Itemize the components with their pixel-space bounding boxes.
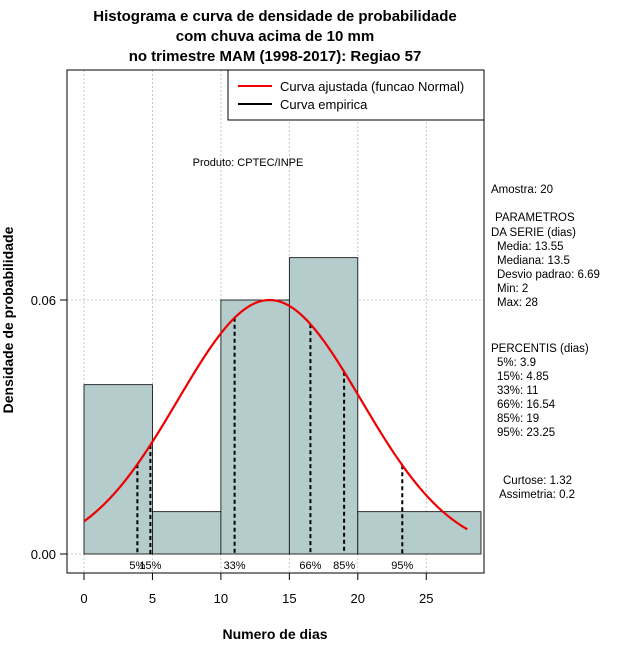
stat-median: Mediana: 13.5: [497, 255, 570, 267]
histogram-bar: [83, 384, 153, 555]
stat-p66: 66%: 16.54: [497, 399, 556, 411]
stat-params-subheading: DA SERIE (dias): [491, 227, 576, 239]
percentile-label: 85%: [333, 560, 355, 572]
x-tick-label: 10: [214, 591, 228, 606]
stat-max: Max: 28: [497, 297, 538, 309]
legend-box: [227, 69, 485, 121]
y-tick-label: 0.06: [31, 293, 56, 308]
fitted-normal-curve: [83, 298, 468, 531]
stat-params-heading: PARAMETROS: [495, 212, 575, 224]
x-tick-label: 15: [282, 591, 296, 606]
stat-p85: 85%: 19: [497, 413, 539, 425]
percentile-markers: 5%15% 33% 66% 85% 95%: [129, 317, 414, 572]
histogram-bar: [288, 257, 359, 555]
chart-title-line-2: com chuva acima de 10 mm: [176, 28, 374, 45]
stat-p5: 5%: 3.9: [497, 357, 536, 369]
normal-curve-group: [83, 298, 468, 531]
histogram-bars: [83, 257, 482, 555]
x-tick-label: 20: [351, 591, 365, 606]
percentile-label: 5%: [129, 560, 145, 572]
stat-mean: Media: 13.55: [497, 241, 564, 253]
y-tick-label: 0.00: [31, 547, 56, 562]
stat-sample: Amostra: 20: [491, 184, 553, 196]
stats-panel: Amostra: 20 PARAMETROS DA SERIE (dias) M…: [491, 184, 600, 501]
x-tick-label: 25: [419, 591, 433, 606]
percentile-label: 95%: [391, 560, 413, 572]
y-axis-label: Densidade de probabilidade: [0, 226, 16, 413]
chart-title-line-1: Histograma e curva de densidade de proba…: [93, 8, 456, 25]
histogram-bar: [357, 511, 482, 555]
stat-p15: 15%: 4.85: [497, 371, 549, 383]
percentile-label: 33%: [224, 560, 246, 572]
stat-kurtosis: Curtose: 1.32: [503, 475, 572, 487]
histogram-bar: [152, 511, 222, 555]
percentile-label: 66%: [299, 560, 321, 572]
stat-p95: 95%: 23.25: [497, 427, 555, 439]
stat-sd: Desvio padrao: 6.69: [497, 269, 600, 281]
y-axis: 0.00 0.06: [31, 293, 68, 562]
x-tick-label: 0: [80, 591, 87, 606]
legend-label-empirical: Curva empirica: [280, 97, 368, 112]
percentile-label: 15%: [139, 560, 161, 572]
credit-text: Produto: CPTEC/INPE: [193, 157, 304, 169]
legend-label-fitted: Curva ajustada (funcao Normal): [280, 79, 464, 94]
chart-title-line-3: no trimestre MAM (1998-2017): Regiao 57: [129, 48, 422, 65]
stat-percentiles-heading: PERCENTIS (dias): [491, 343, 589, 355]
x-axis-label: Numero de dias: [222, 626, 327, 642]
histogram-bar: [220, 299, 290, 555]
chart-title: Histograma e curva de densidade de proba…: [93, 8, 456, 65]
stat-skewness: Assimetria: 0.2: [499, 489, 575, 501]
stat-p33: 33%: 11: [497, 385, 538, 397]
legend: Curva ajustada (funcao Normal) Curva emp…: [227, 69, 485, 121]
x-axis: 0 5 10 15 20 25: [80, 572, 433, 606]
x-tick-label: 5: [149, 591, 156, 606]
stat-min: Min: 2: [497, 283, 528, 295]
